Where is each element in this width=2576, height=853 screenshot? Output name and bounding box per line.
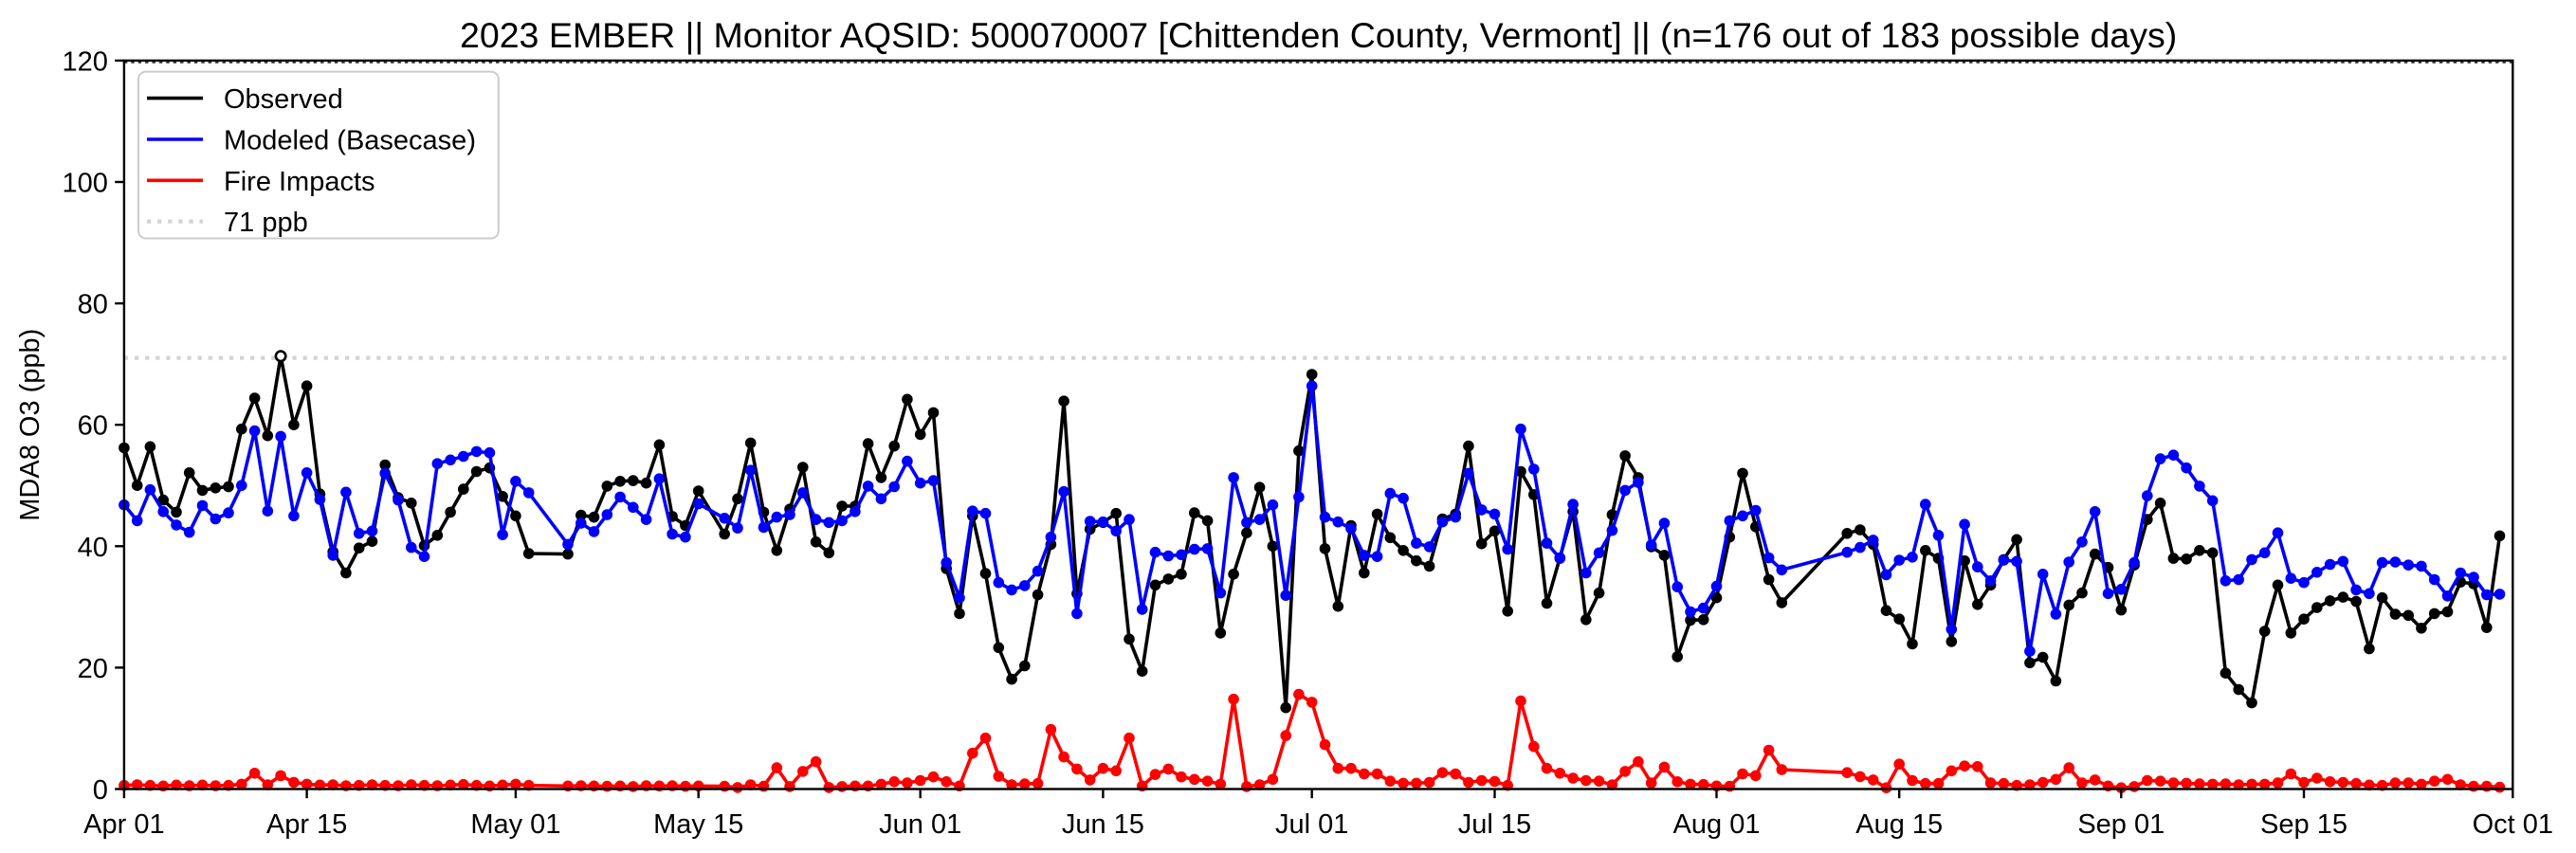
- svg-text:May 15: May 15: [653, 809, 743, 840]
- svg-text:Fire Impacts: Fire Impacts: [224, 167, 375, 197]
- svg-text:Sep 15: Sep 15: [2260, 809, 2348, 840]
- svg-text:120: 120: [63, 46, 108, 77]
- svg-text:0: 0: [93, 775, 108, 806]
- svg-text:Modeled (Basecase): Modeled (Basecase): [224, 126, 476, 156]
- svg-text:20: 20: [78, 654, 108, 684]
- svg-text:Apr 15: Apr 15: [266, 809, 347, 840]
- svg-text:2023 EMBER || Monitor AQSID: 5: 2023 EMBER || Monitor AQSID: 500070007 […: [460, 15, 2177, 55]
- svg-text:60: 60: [78, 411, 108, 442]
- svg-text:Observed: Observed: [224, 84, 343, 115]
- svg-text:100: 100: [63, 169, 108, 199]
- svg-text:71 ppb: 71 ppb: [224, 208, 308, 238]
- svg-text:40: 40: [78, 533, 108, 563]
- svg-text:MDA8 O3 (ppb): MDA8 O3 (ppb): [15, 329, 46, 521]
- svg-text:Jun 15: Jun 15: [1062, 809, 1144, 840]
- svg-text:80: 80: [78, 290, 108, 320]
- svg-text:Aug 01: Aug 01: [1673, 809, 1761, 840]
- svg-text:Jul 15: Jul 15: [1458, 809, 1531, 840]
- svg-text:Apr 01: Apr 01: [83, 809, 164, 840]
- svg-text:Oct 01: Oct 01: [2473, 809, 2553, 840]
- svg-text:Aug 15: Aug 15: [1855, 809, 1943, 840]
- svg-text:Sep 01: Sep 01: [2077, 809, 2165, 840]
- svg-text:Jul 01: Jul 01: [1275, 809, 1348, 840]
- svg-text:May 01: May 01: [470, 809, 560, 840]
- svg-text:Jun 01: Jun 01: [879, 809, 961, 840]
